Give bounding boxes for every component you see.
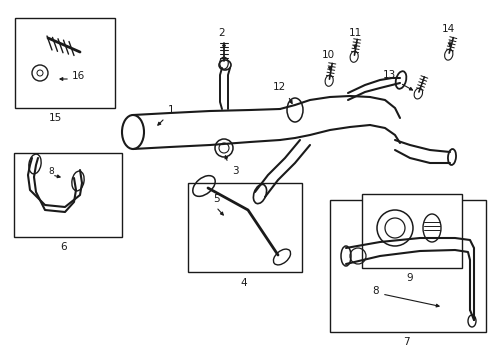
Text: 16: 16 [72, 71, 85, 81]
Text: 8: 8 [48, 167, 54, 176]
Bar [329, 200, 485, 332]
Text: 9: 9 [406, 273, 412, 283]
Text: 5: 5 [213, 194, 219, 204]
Bar [15, 18, 115, 108]
Text: 13: 13 [382, 70, 395, 80]
Text: 7: 7 [402, 337, 408, 347]
Bar [361, 194, 461, 268]
Text: 15: 15 [48, 113, 61, 123]
Text: 11: 11 [347, 28, 361, 38]
Text: 12: 12 [272, 82, 285, 92]
Text: 6: 6 [61, 242, 67, 252]
Text: 2: 2 [218, 28, 225, 38]
Text: 3: 3 [231, 166, 238, 176]
Bar [187, 183, 302, 272]
Text: 4: 4 [240, 278, 247, 288]
Text: 10: 10 [321, 50, 334, 60]
Text: 14: 14 [441, 24, 454, 34]
Bar [14, 153, 122, 237]
Text: 8: 8 [371, 286, 378, 296]
Text: 1: 1 [168, 105, 174, 115]
